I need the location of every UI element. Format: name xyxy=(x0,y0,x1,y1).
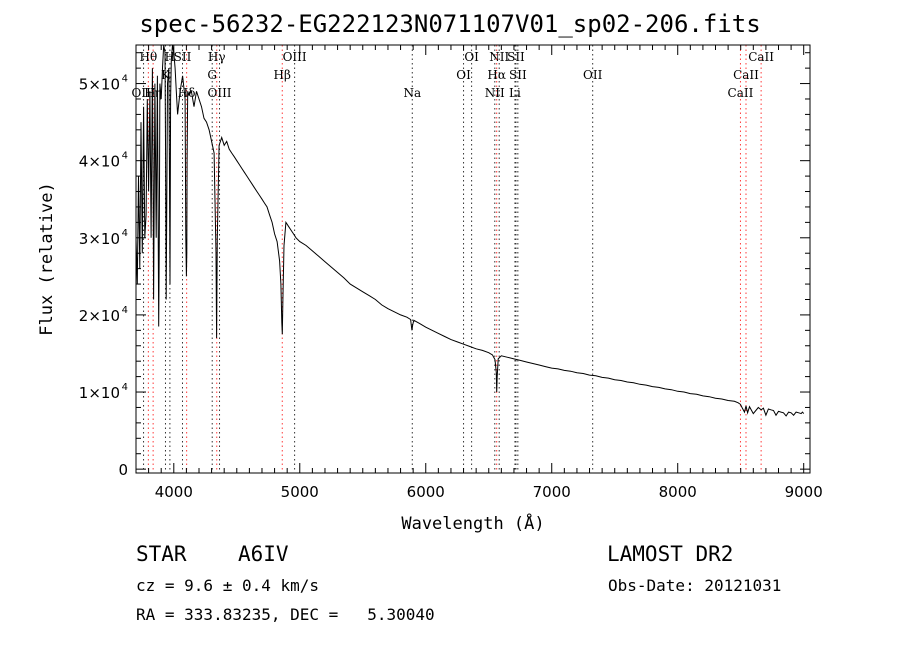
redshift-readout: cz = 9.6 ± 0.4 km/s xyxy=(136,576,320,595)
x-tick-label-0: 4000 xyxy=(155,483,193,501)
line-marker-label-12: Na xyxy=(403,86,421,100)
survey-name: LAMOST DR2 xyxy=(607,542,734,566)
x-tick-label-2: 6000 xyxy=(407,483,445,501)
y-tick-label-5: 5×10 xyxy=(79,76,120,94)
line-marker-label-4: H xyxy=(165,50,175,64)
line-marker-label-14: OI xyxy=(456,68,471,82)
x-tick-label-5: 9000 xyxy=(785,483,823,501)
object-subclass: A6IV xyxy=(238,542,289,566)
line-marker-label-5: SII xyxy=(174,50,192,64)
line-marker-label-6: Hδ xyxy=(178,86,196,100)
line-marker-label-22: CaII xyxy=(748,50,774,64)
x-axis-label: Wavelength (Å) xyxy=(401,512,544,534)
y-tick-exponent-4: 4 xyxy=(122,151,128,162)
x-tick-label-1: 5000 xyxy=(281,483,319,501)
axis-ticks xyxy=(135,45,810,473)
line-marker-label-18: SII xyxy=(509,68,527,82)
line-marker-label-2: Hη xyxy=(144,86,162,100)
y-tick-exponent-3: 4 xyxy=(122,228,128,239)
line-marker-label-15: NII xyxy=(489,50,509,64)
y-tick-labels: 01×10 42×10 43×10 44×10 45×10 4 xyxy=(79,74,128,480)
coordinates-readout: RA = 333.83235, DEC = 5.30040 xyxy=(136,605,435,624)
line-marker-label-10: OIII xyxy=(283,50,307,64)
x-tick-labels: 4000 5000 6000 7000 8000 9000 xyxy=(155,483,823,501)
line-marker-label-11: Hβ xyxy=(274,68,291,82)
line-marker-layer: HθOIIIHηKHSIIHδHγGOIIIOIIIHβNaOIOINIISII… xyxy=(132,45,774,473)
object-class: STAR xyxy=(136,542,187,566)
chart-title: spec-56232-EG222123N071107V01_sp02-206.f… xyxy=(139,10,761,38)
line-marker-label-8: G xyxy=(207,68,217,82)
line-marker-label-19: NII xyxy=(485,86,505,100)
y-tick-exponent-5: 4 xyxy=(122,74,128,85)
y-tick-label-2: 2×10 xyxy=(79,307,120,325)
line-marker-label-16: SII xyxy=(507,50,525,64)
line-marker-label-0: Hθ xyxy=(139,50,157,64)
y-tick-label-3: 3×10 xyxy=(79,230,120,248)
y-axis-label: Flux (relative) xyxy=(37,182,57,336)
x-tick-label-3: 7000 xyxy=(533,483,571,501)
line-marker-label-17: Hα xyxy=(487,68,506,82)
x-tick-label-4: 8000 xyxy=(659,483,697,501)
line-marker-label-24: CaII xyxy=(728,86,754,100)
line-marker-label-23: CaII xyxy=(733,68,759,82)
line-marker-label-3: K xyxy=(161,68,171,82)
y-tick-exponent-2: 4 xyxy=(122,305,128,316)
obs-date: Obs-Date: 20121031 xyxy=(608,576,782,595)
spectrum-line xyxy=(135,44,805,417)
line-marker-label-13: OI xyxy=(464,50,479,64)
y-tick-label-1: 1×10 xyxy=(79,384,120,402)
line-marker-label-20: Li xyxy=(509,86,521,100)
plot-frame xyxy=(135,44,811,474)
y-tick-label-0: 0 xyxy=(118,461,128,479)
line-marker-label-9: OIII xyxy=(207,86,231,100)
y-tick-exponent-1: 4 xyxy=(122,382,128,393)
line-marker-label-21: OII xyxy=(583,68,603,82)
y-tick-label-4: 4×10 xyxy=(79,153,120,171)
line-marker-label-7: Hγ xyxy=(208,50,226,64)
